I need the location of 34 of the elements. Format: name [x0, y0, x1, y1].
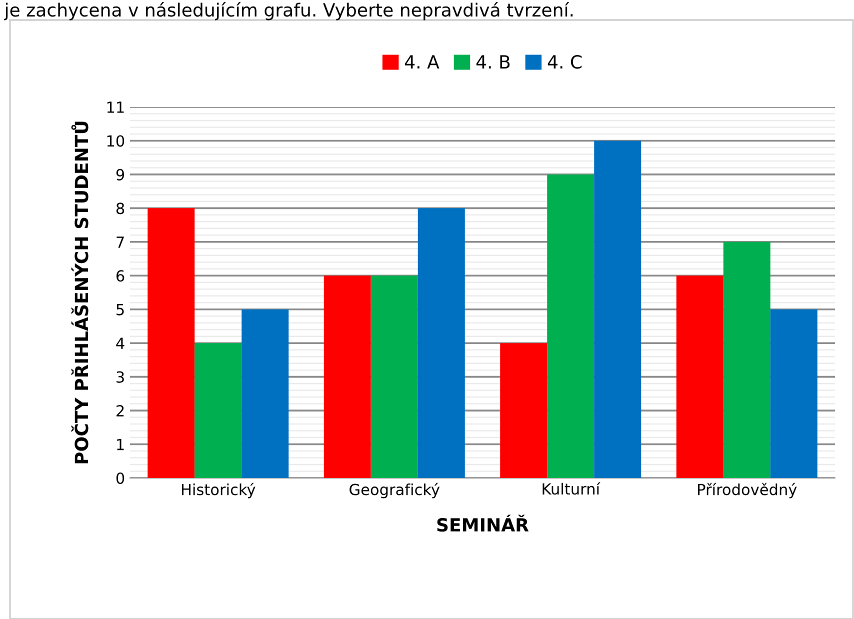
y-tick-label: 8: [116, 202, 124, 214]
legend-label: 4. A: [404, 55, 440, 68]
x-tick-label: Historický: [182, 482, 256, 498]
bar: [324, 276, 371, 478]
x-tick-label: Přírodovědný: [698, 482, 797, 498]
y-tick-label: 1: [117, 438, 124, 450]
text: je zachycena v následujícím grafu. Vyberte nepravdivá tvrzení.: [4, 2, 573, 20]
y-tick-label: 6: [116, 270, 124, 282]
bar: [594, 140, 642, 478]
y-tick-label: 9: [116, 168, 124, 180]
y-tick-label: 2: [116, 405, 124, 416]
y-tick-label: 5: [116, 304, 124, 316]
x-tick-label: Kulturní: [542, 482, 600, 495]
y-axis-title: POČTY PŘIHLÁŠENÝCH STUDENTŮ: [71, 122, 88, 464]
y-tick-label: 10: [107, 135, 124, 147]
y-tick-label: 11: [107, 102, 124, 113]
y-tick-label: 4: [116, 338, 124, 349]
bar: [242, 309, 289, 478]
bar: [418, 208, 465, 478]
bar: [148, 208, 195, 478]
x-tick-label: Geografický: [350, 482, 440, 498]
y-tick-label: 0: [116, 472, 124, 484]
bar: [723, 242, 770, 478]
bar: [770, 309, 818, 478]
y-tick-label: 7: [116, 236, 124, 248]
bar: [676, 276, 724, 478]
bar: [370, 276, 418, 478]
bar: [500, 343, 548, 478]
bar: [194, 343, 242, 478]
y-tick-label: 3: [116, 371, 124, 383]
legend-label: 4. C: [548, 55, 582, 69]
bar: [547, 174, 594, 478]
x-axis-title: SEMINÁŘ: [437, 514, 529, 532]
legend-label: 4. B: [476, 55, 510, 68]
